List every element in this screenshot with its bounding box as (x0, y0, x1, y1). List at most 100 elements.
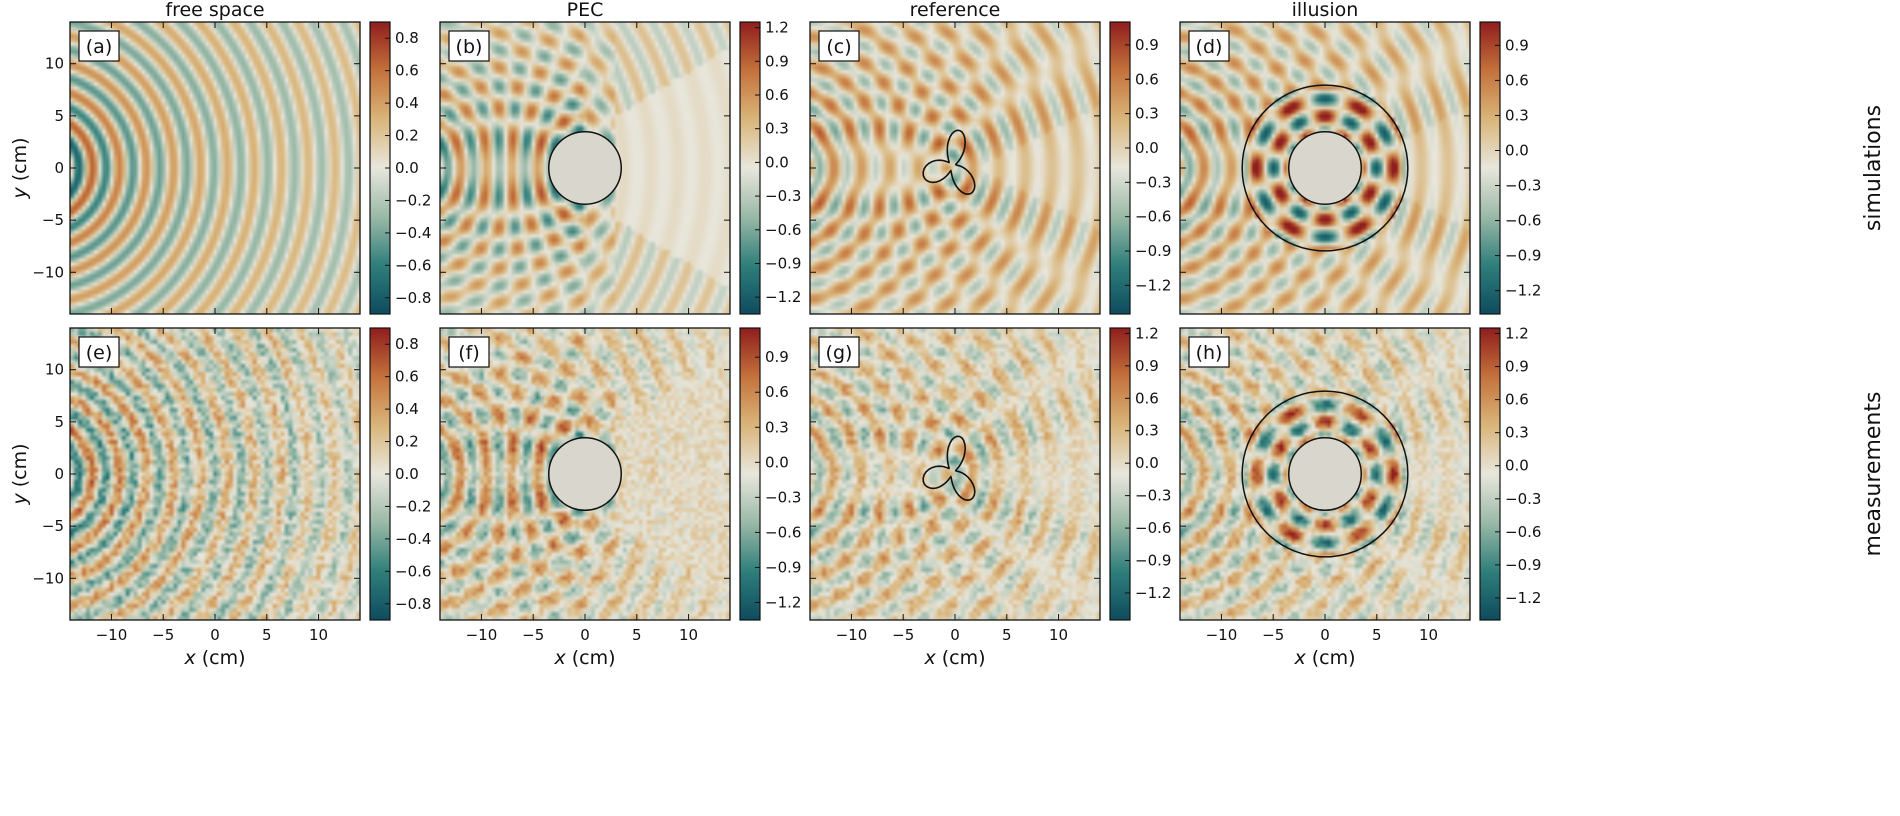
y-axis-var: y (9, 493, 31, 506)
colorbar-tick-label: 0.9 (1505, 36, 1529, 54)
panel-tag-box (818, 30, 860, 62)
colorbar-tick-label: 0.6 (1135, 70, 1159, 88)
x-tick-label: 5 (262, 626, 272, 644)
colorbar-tick-label: −0.6 (1505, 212, 1541, 230)
column-title-3: illusion (1292, 0, 1359, 21)
panel-tag-box (448, 30, 490, 62)
x-axis-unit: (cm) (936, 647, 986, 669)
panel-tag: (e) (86, 342, 113, 364)
colorbar-tick-label: 0.3 (1505, 106, 1529, 124)
colorbar-tick-label: 0.0 (1135, 139, 1159, 157)
x-tick-label: 5 (1372, 626, 1382, 644)
panel-tag: (b) (456, 36, 483, 58)
column-title-2: reference (910, 0, 1001, 21)
x-tick-label: −10 (836, 626, 868, 644)
x-axis-unit: (cm) (196, 647, 246, 669)
colorbar-tick-label: 1.2 (1505, 325, 1529, 343)
y-axis-unit: (cm) (9, 443, 31, 493)
colorbar-tick-label: −1.2 (765, 593, 801, 611)
colorbar-tick-label: 0.9 (1505, 358, 1529, 376)
y-axis-label: y (cm) (9, 137, 31, 199)
colorbar-tick-label: 0.6 (1505, 71, 1529, 89)
colorbar (1479, 21, 1501, 315)
panel-tag: (f) (458, 342, 480, 364)
panel-b: (b) −1.2 −0.9 −0.6 −0.3 0.0 0.3 0.6 0.9 1.2 (439, 19, 801, 315)
y-tick-label: 0 (54, 465, 64, 483)
colorbar-tick-label: −0.9 (1505, 247, 1541, 265)
colorbar-tick-label: −0.9 (1505, 556, 1541, 574)
x-tick-label: −5 (522, 626, 544, 644)
colorbar-tick-label: 1.2 (1135, 324, 1159, 342)
panel-tag: (a) (86, 36, 112, 58)
panel-tag-box (1188, 30, 1230, 62)
panel-tag-box (1188, 336, 1230, 368)
colorbar-tick-label: −0.3 (765, 488, 801, 506)
x-axis-var: x (553, 647, 566, 669)
x-axis-label: x (cm) (923, 647, 985, 669)
x-tick-label: −5 (1262, 626, 1284, 644)
y-tick-label: 0 (54, 159, 64, 177)
panel-tag-box (448, 336, 490, 368)
cloak-boundary (1241, 84, 1409, 252)
field-heatmap (70, 22, 360, 314)
colorbar-tick-label: 0.8 (395, 29, 419, 47)
x-tick-label: 10 (309, 626, 328, 644)
colorbar-tick-label: 0.9 (765, 348, 789, 366)
x-tick-label: 10 (1049, 626, 1068, 644)
colorbar-tick-label: −1.2 (765, 288, 801, 306)
panel-tag-box (78, 30, 120, 62)
colorbar-tick-label: 0.6 (765, 86, 789, 104)
x-axis-var: x (183, 647, 196, 669)
colorbar-tick-label: 0.6 (395, 62, 419, 80)
x-axis-var: x (923, 647, 936, 669)
colorbar-tick-label: −0.9 (1135, 242, 1171, 260)
colorbar-tick-label: 0.2 (395, 127, 419, 145)
panel-tag-box (818, 336, 860, 368)
colorbar-tick-label: 0.0 (1505, 141, 1529, 159)
colorbar-tick-label: 0.0 (395, 465, 419, 483)
x-tick-label: 0 (580, 626, 590, 644)
row-labels: simulations measurements (1861, 105, 1886, 557)
colorbar-tick-label: −0.3 (1505, 490, 1541, 508)
colorbar-tick-label: 0.4 (395, 94, 419, 112)
x-tick-label: −10 (96, 626, 128, 644)
colorbar-tick-label: 0.2 (395, 433, 419, 451)
column-title-1: PEC (567, 0, 604, 21)
y-tick-label: −5 (42, 211, 64, 229)
colorbar-tick-label: 0.9 (1135, 357, 1159, 375)
colorbar-tick-label: −0.3 (765, 187, 801, 205)
panel-tag: (g) (826, 342, 853, 364)
y-axis-label: y (cm) (9, 443, 31, 505)
reference-object-outline (922, 129, 976, 196)
y-tick-label: 5 (54, 413, 64, 431)
colorbar-tick-label: −0.6 (395, 256, 431, 274)
x-tick-label: 5 (632, 626, 642, 644)
colorbar-tick-label: 0.0 (1135, 454, 1159, 472)
colorbar-tick-label: −0.3 (1135, 487, 1171, 505)
colorbar-tick-label: −0.6 (1135, 208, 1171, 226)
x-tick-label: 10 (679, 626, 698, 644)
colorbar-tick-label: 0.9 (765, 52, 789, 70)
colorbar-tick-label: 0.4 (395, 400, 419, 418)
colorbar (1109, 327, 1131, 621)
colorbar-tick-label: −0.6 (1505, 523, 1541, 541)
reference-object-outline (922, 435, 976, 502)
x-tick-label: 0 (1320, 626, 1330, 644)
field-heatmap (810, 22, 1100, 314)
pec-cylinder (548, 437, 622, 511)
x-tick-label: 0 (950, 626, 960, 644)
x-tick-label: 10 (1419, 626, 1438, 644)
pec-cylinder (548, 131, 622, 205)
field-heatmap (810, 328, 1100, 620)
colorbar-tick-label: −0.6 (1135, 519, 1171, 537)
colorbar-tick-label: 1.2 (765, 19, 789, 37)
column-title-0: free space (165, 0, 264, 21)
x-tick-label: 0 (210, 626, 220, 644)
x-tick-label: 5 (1002, 626, 1012, 644)
field-heatmap (70, 328, 360, 620)
y-tick-label: −10 (32, 569, 64, 587)
colorbar-tick-label: −1.2 (1505, 282, 1541, 300)
colorbar (739, 327, 761, 621)
colorbar-tick-label: 0.0 (1505, 457, 1529, 475)
